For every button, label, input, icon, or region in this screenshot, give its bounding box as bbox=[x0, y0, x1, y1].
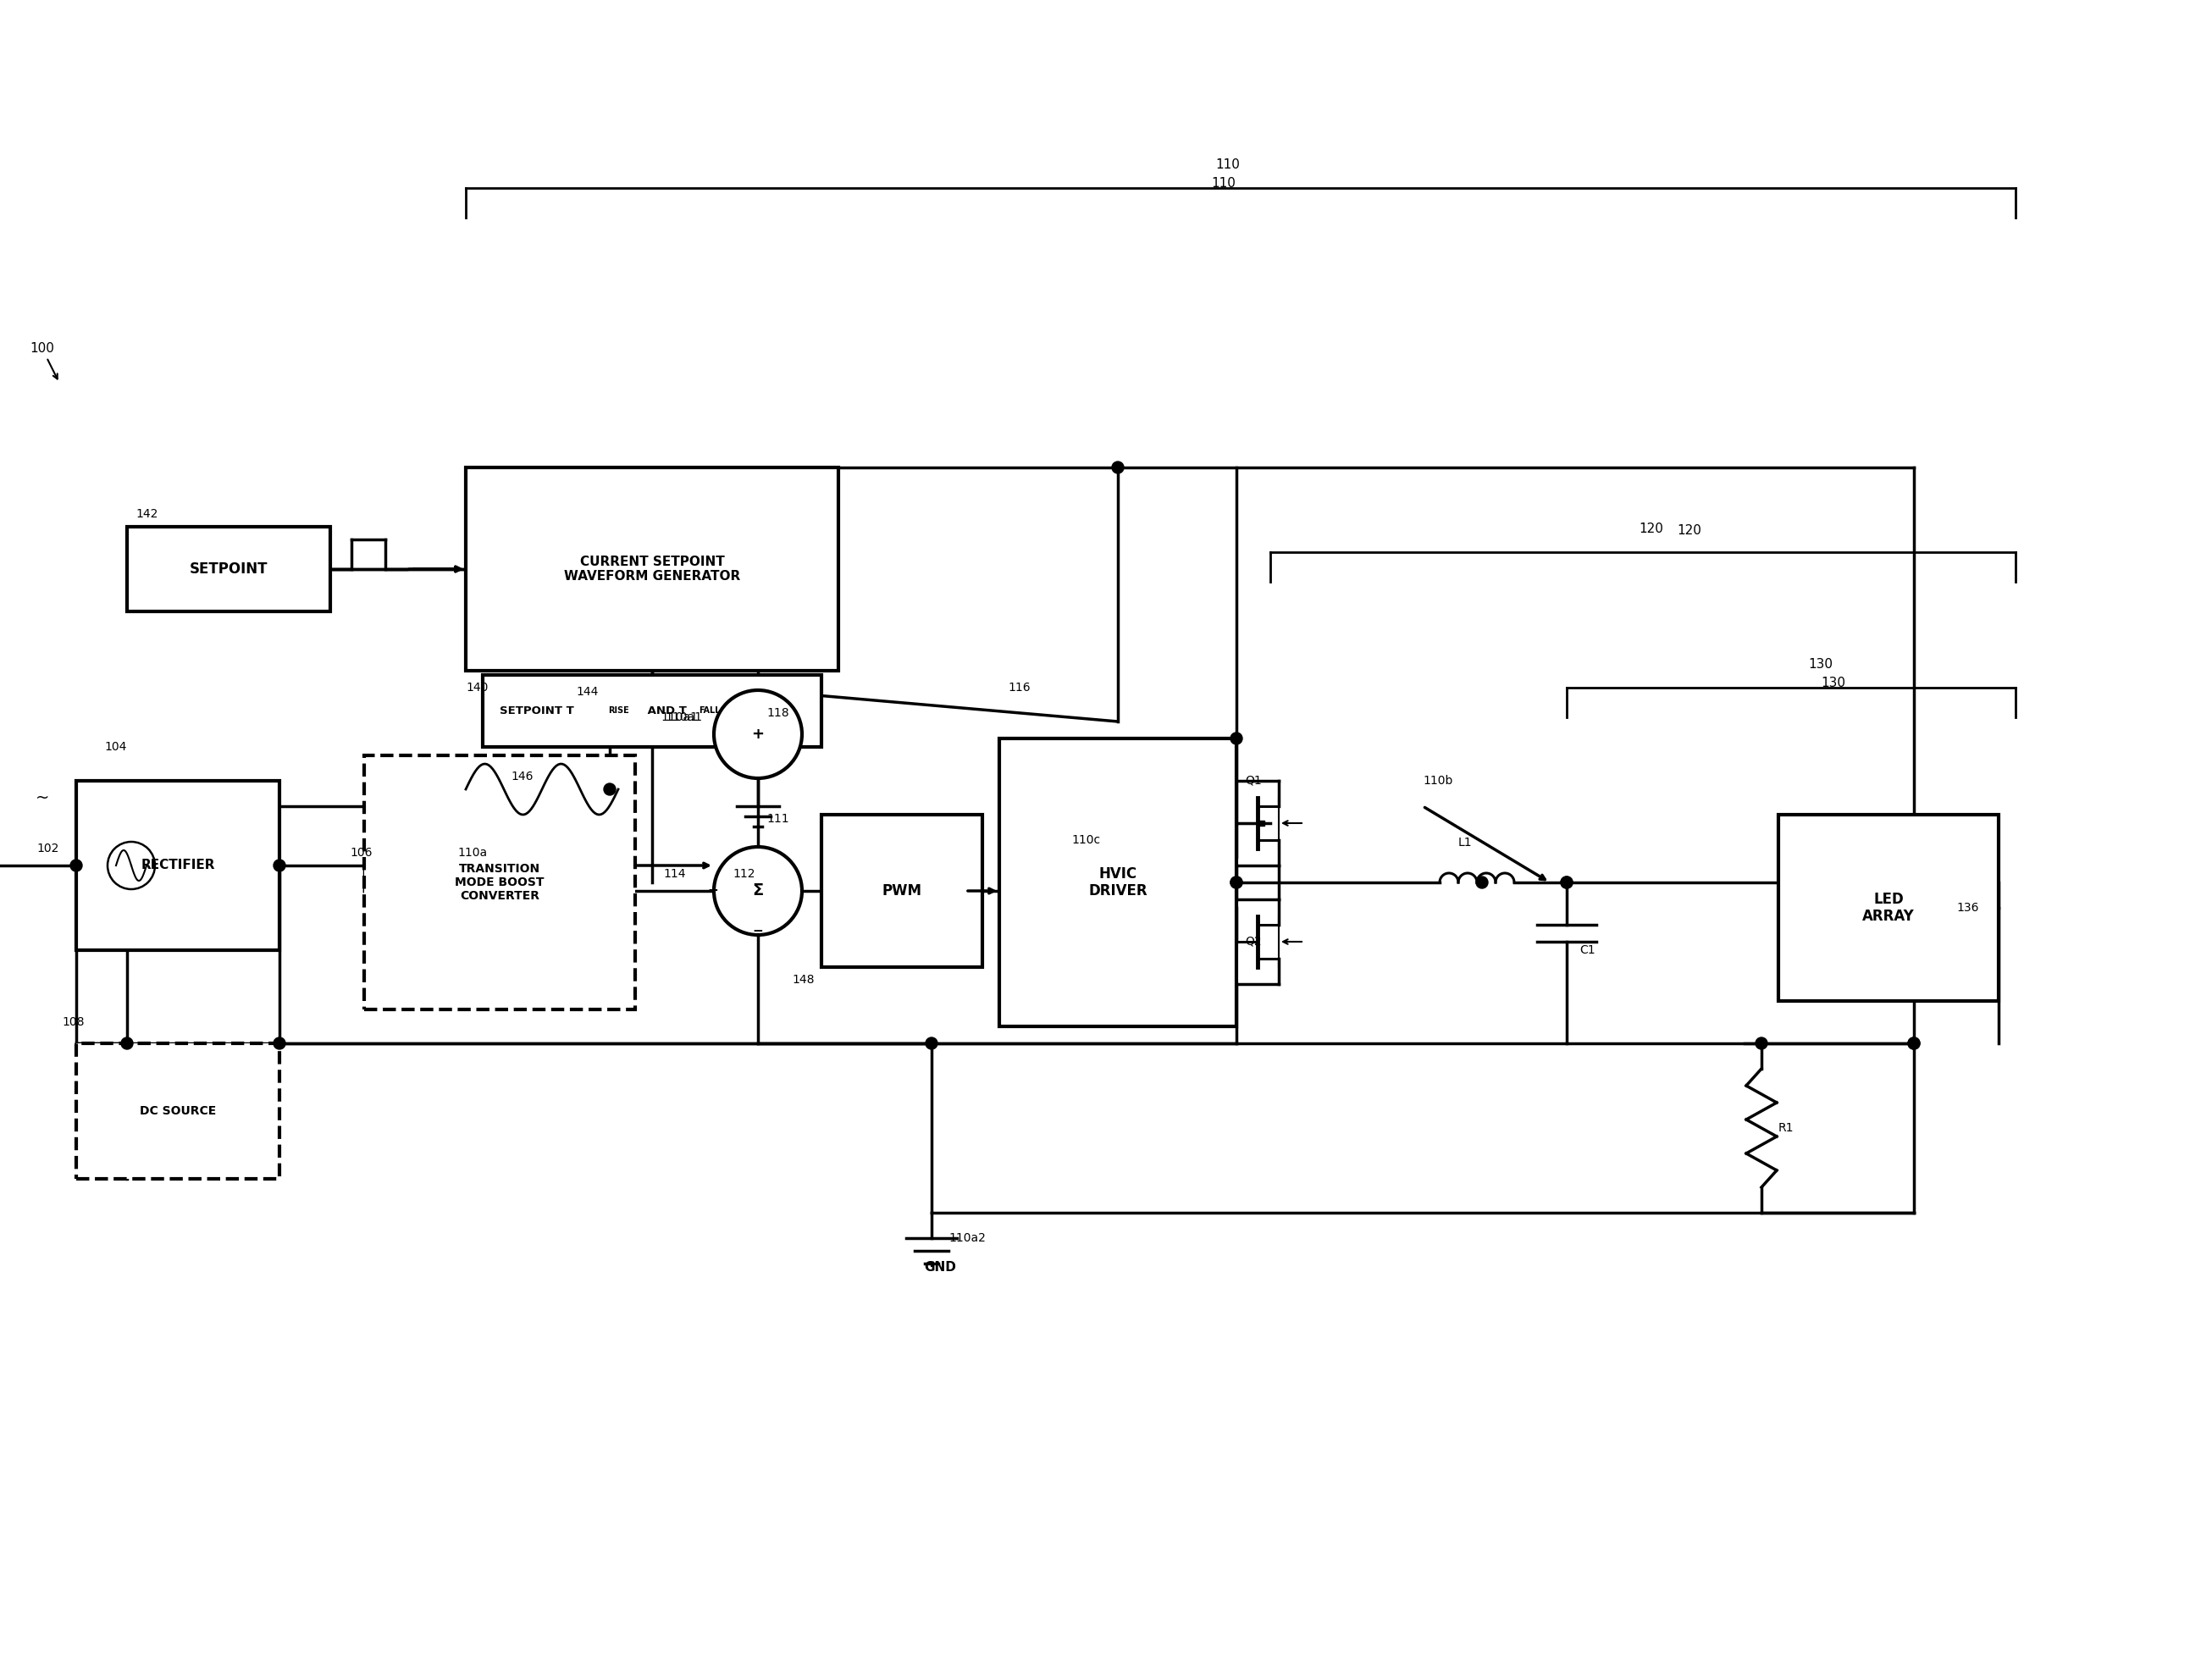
Text: 130: 130 bbox=[1820, 676, 1845, 690]
Text: ~: ~ bbox=[35, 790, 49, 807]
Text: CURRENT SETPOINT
WAVEFORM GENERATOR: CURRENT SETPOINT WAVEFORM GENERATOR bbox=[564, 556, 741, 583]
Circle shape bbox=[1562, 877, 1573, 888]
Circle shape bbox=[122, 1037, 133, 1049]
Text: SETPOINT T: SETPOINT T bbox=[500, 706, 573, 716]
Circle shape bbox=[1562, 877, 1573, 888]
Text: 106: 106 bbox=[349, 847, 372, 858]
Text: 144: 144 bbox=[575, 686, 597, 698]
Text: 110a2: 110a2 bbox=[949, 1232, 987, 1244]
Text: C1: C1 bbox=[1579, 944, 1595, 957]
Text: 120: 120 bbox=[1639, 523, 1663, 534]
Text: TRANSITION
MODE BOOST
CONVERTER: TRANSITION MODE BOOST CONVERTER bbox=[456, 863, 544, 902]
FancyBboxPatch shape bbox=[126, 526, 330, 611]
Text: 102: 102 bbox=[38, 843, 60, 855]
Text: HVIC
DRIVER: HVIC DRIVER bbox=[1088, 867, 1148, 898]
Text: LED
ARRAY: LED ARRAY bbox=[1863, 892, 1916, 924]
Text: 110b: 110b bbox=[1422, 775, 1453, 787]
Text: +: + bbox=[708, 885, 719, 897]
Text: −: − bbox=[752, 925, 763, 939]
FancyBboxPatch shape bbox=[1778, 815, 2000, 1000]
Circle shape bbox=[604, 783, 615, 795]
Text: 120: 120 bbox=[1677, 524, 1701, 538]
Text: 146: 146 bbox=[511, 770, 533, 783]
Text: +: + bbox=[752, 726, 765, 741]
Text: AND T: AND T bbox=[644, 706, 686, 716]
Text: L1: L1 bbox=[1458, 837, 1473, 848]
Text: 104: 104 bbox=[104, 741, 126, 753]
Circle shape bbox=[1909, 1037, 1920, 1049]
FancyBboxPatch shape bbox=[467, 468, 838, 671]
Circle shape bbox=[714, 690, 803, 778]
Text: 110: 110 bbox=[1210, 177, 1237, 190]
Text: 118: 118 bbox=[765, 706, 790, 720]
Text: 112: 112 bbox=[732, 868, 754, 880]
Circle shape bbox=[71, 860, 82, 872]
Text: 114: 114 bbox=[664, 868, 686, 880]
Text: Σ: Σ bbox=[752, 883, 763, 898]
Circle shape bbox=[1230, 877, 1243, 888]
Text: RECTIFIER: RECTIFIER bbox=[142, 858, 215, 872]
Circle shape bbox=[1230, 733, 1243, 745]
Text: 136: 136 bbox=[1955, 902, 1980, 913]
Text: 116: 116 bbox=[1009, 681, 1031, 693]
Text: Q2: Q2 bbox=[1245, 935, 1261, 947]
Circle shape bbox=[714, 847, 803, 935]
Text: 110: 110 bbox=[1217, 159, 1241, 170]
Text: Q1: Q1 bbox=[1245, 775, 1261, 787]
Text: 110a1: 110a1 bbox=[666, 711, 701, 723]
Text: 100: 100 bbox=[29, 342, 53, 356]
Circle shape bbox=[274, 1037, 285, 1049]
Text: 111: 111 bbox=[765, 813, 790, 825]
Circle shape bbox=[1230, 877, 1243, 888]
Text: 110c: 110c bbox=[1073, 833, 1102, 847]
Circle shape bbox=[1756, 1037, 1767, 1049]
Circle shape bbox=[1475, 877, 1489, 888]
FancyBboxPatch shape bbox=[75, 782, 279, 950]
Text: SETPOINT: SETPOINT bbox=[190, 561, 268, 576]
Circle shape bbox=[925, 1037, 938, 1049]
Text: 108: 108 bbox=[62, 1017, 84, 1029]
Text: 130: 130 bbox=[1809, 658, 1834, 671]
Text: 140: 140 bbox=[467, 681, 489, 693]
Circle shape bbox=[1909, 1037, 1920, 1049]
Text: DC SOURCE: DC SOURCE bbox=[139, 1106, 217, 1117]
Circle shape bbox=[274, 860, 285, 872]
FancyBboxPatch shape bbox=[821, 815, 982, 967]
Text: 142: 142 bbox=[135, 508, 157, 519]
Text: 110a1: 110a1 bbox=[661, 711, 697, 723]
FancyBboxPatch shape bbox=[1000, 738, 1237, 1027]
FancyBboxPatch shape bbox=[75, 1044, 279, 1179]
Circle shape bbox=[108, 842, 155, 888]
Text: 110a: 110a bbox=[458, 847, 487, 858]
Text: RISE: RISE bbox=[608, 706, 628, 715]
Text: R1: R1 bbox=[1778, 1122, 1794, 1134]
Text: FALL: FALL bbox=[699, 706, 721, 715]
Text: GND: GND bbox=[925, 1261, 956, 1274]
FancyBboxPatch shape bbox=[365, 755, 635, 1009]
FancyBboxPatch shape bbox=[482, 675, 821, 746]
Text: 148: 148 bbox=[792, 974, 814, 985]
Text: PWM: PWM bbox=[883, 883, 922, 898]
Circle shape bbox=[1113, 461, 1124, 473]
